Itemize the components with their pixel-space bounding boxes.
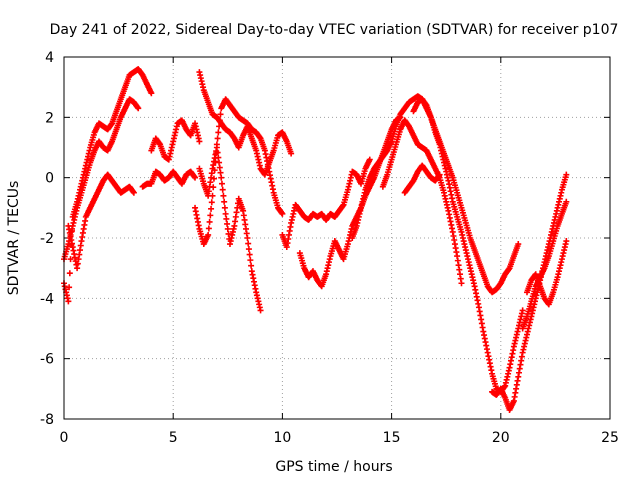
data-point bbox=[205, 225, 212, 232]
data-point bbox=[215, 154, 222, 161]
data-point bbox=[148, 90, 155, 97]
data-point bbox=[130, 189, 137, 196]
data-point bbox=[563, 171, 570, 178]
data-point bbox=[288, 150, 295, 157]
data-point bbox=[208, 199, 215, 206]
data-point bbox=[223, 215, 230, 222]
data-point bbox=[247, 257, 254, 264]
y-tick-label: -6 bbox=[40, 352, 54, 368]
series-track-o bbox=[519, 198, 570, 332]
data-point bbox=[224, 220, 231, 227]
data-point bbox=[65, 298, 72, 305]
data-point bbox=[135, 105, 142, 112]
data-point bbox=[244, 235, 251, 241]
series-track-l bbox=[379, 117, 465, 287]
tick-labels: 0 5 10 15 20 25 -8 -6 -4 -2 0 2 4 bbox=[40, 50, 619, 446]
data-point bbox=[225, 230, 232, 237]
data-point bbox=[245, 246, 252, 253]
data-point bbox=[220, 192, 227, 199]
chart-title: Day 241 of 2022, Sidereal Day-to-day VTE… bbox=[50, 22, 619, 38]
data-point bbox=[458, 280, 465, 287]
data-point bbox=[211, 167, 218, 174]
series-track-b bbox=[61, 96, 142, 263]
series-track-p bbox=[524, 238, 570, 308]
grid-lines bbox=[64, 57, 610, 419]
plot-frame bbox=[63, 56, 611, 420]
data-point bbox=[196, 138, 203, 145]
series-track-e bbox=[148, 117, 203, 163]
y-tick-label: 4 bbox=[45, 50, 54, 66]
data-point bbox=[206, 218, 213, 225]
series-track-j bbox=[296, 114, 404, 290]
data-point bbox=[563, 198, 570, 205]
data-point bbox=[515, 241, 522, 248]
data-points bbox=[61, 66, 570, 413]
data-point bbox=[221, 198, 228, 205]
data-point bbox=[436, 171, 443, 178]
data-point bbox=[366, 156, 373, 163]
x-tick-label: 25 bbox=[601, 430, 619, 446]
series-track-d bbox=[139, 168, 199, 190]
data-point bbox=[205, 231, 212, 238]
data-point bbox=[192, 174, 199, 181]
data-point bbox=[208, 205, 215, 212]
y-tick-label: -8 bbox=[40, 412, 54, 428]
x-tick-label: 15 bbox=[383, 430, 401, 446]
data-point bbox=[216, 117, 223, 124]
data-point bbox=[217, 111, 224, 118]
series-track-c bbox=[65, 171, 137, 272]
y-tick-label: 2 bbox=[45, 110, 54, 126]
data-point bbox=[66, 284, 73, 291]
x-tick-label: 0 bbox=[60, 430, 69, 446]
data-point bbox=[245, 240, 252, 247]
series-track-h bbox=[192, 96, 286, 248]
data-point bbox=[519, 307, 526, 314]
x-axis-label: GPS time / hours bbox=[275, 459, 392, 475]
data-point bbox=[214, 135, 221, 142]
series-track-m bbox=[410, 96, 526, 395]
y-tick-label: 0 bbox=[45, 171, 54, 187]
y-axis-label: SDTVAR / TECUs bbox=[6, 181, 22, 296]
data-point bbox=[221, 204, 228, 211]
data-point bbox=[248, 262, 255, 269]
data-point bbox=[563, 238, 570, 245]
data-point bbox=[246, 251, 253, 258]
series-track-q bbox=[401, 162, 443, 196]
data-point bbox=[217, 169, 224, 176]
series-track-a bbox=[61, 66, 155, 305]
data-point bbox=[224, 225, 231, 232]
y-tick-label: -4 bbox=[40, 291, 54, 307]
series-track-i bbox=[279, 156, 373, 251]
x-tick-label: 5 bbox=[169, 430, 178, 446]
data-point bbox=[67, 256, 74, 263]
data-point bbox=[207, 212, 214, 219]
data-point bbox=[219, 186, 226, 193]
data-point bbox=[212, 158, 219, 165]
data-point bbox=[257, 307, 264, 314]
data-point bbox=[66, 270, 73, 277]
data-point bbox=[218, 174, 225, 181]
data-point bbox=[213, 150, 220, 157]
data-point bbox=[209, 192, 216, 199]
data-point bbox=[216, 123, 223, 130]
x-tick-label: 20 bbox=[492, 430, 510, 446]
series-track-k bbox=[349, 93, 522, 296]
x-tick-label: 10 bbox=[273, 430, 291, 446]
data-point bbox=[279, 210, 286, 217]
data-point bbox=[216, 159, 223, 166]
data-point bbox=[215, 129, 222, 136]
data-point bbox=[222, 210, 229, 217]
series-track-n bbox=[489, 171, 570, 413]
data-point bbox=[210, 175, 217, 182]
data-point bbox=[218, 180, 225, 187]
y-tick-label: -2 bbox=[40, 231, 54, 247]
data-point bbox=[213, 141, 220, 148]
data-point bbox=[210, 184, 217, 191]
data-point bbox=[216, 164, 223, 171]
